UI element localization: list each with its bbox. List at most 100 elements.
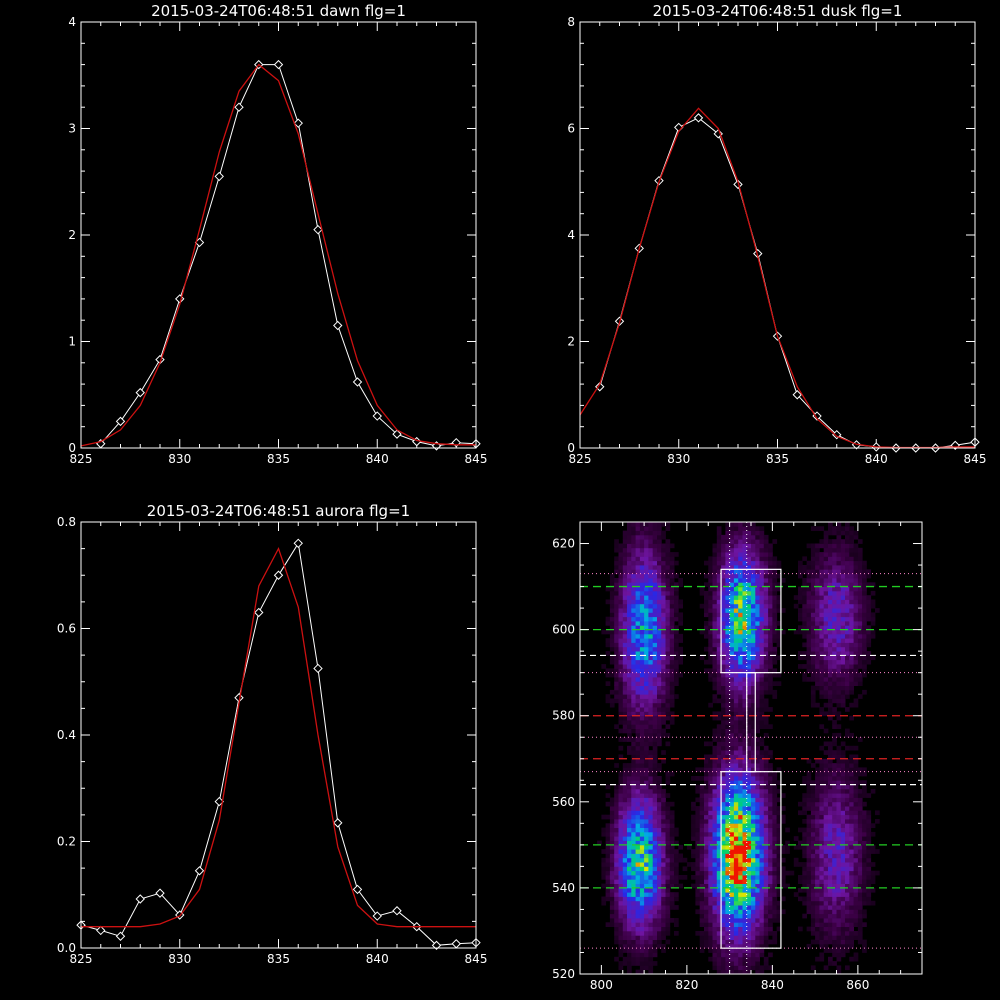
heatmap-cell xyxy=(652,745,658,751)
heatmap-cell xyxy=(686,844,692,850)
heatmap-cell xyxy=(609,586,615,592)
heatmap-cell xyxy=(708,806,713,811)
heatmap-cell xyxy=(622,763,628,768)
heatmap-cell xyxy=(699,844,705,850)
heatmap-cell xyxy=(815,599,820,605)
heatmap-cell xyxy=(742,698,748,704)
heatmap-cell xyxy=(661,875,666,880)
heatmap-cell xyxy=(763,677,769,682)
heatmap-cell xyxy=(866,629,872,635)
heatmap-cell xyxy=(738,681,743,686)
heatmap-cell xyxy=(657,715,662,721)
heatmap-cell xyxy=(742,590,748,596)
heatmap-cell xyxy=(840,939,846,945)
heatmap-cell xyxy=(845,827,850,833)
heatmap-cell xyxy=(746,793,752,798)
heatmap-cell xyxy=(669,866,675,872)
heatmap-cell xyxy=(738,547,743,553)
heatmap-cell xyxy=(836,793,842,798)
heatmap-cell xyxy=(823,870,829,876)
heatmap-cell xyxy=(695,887,701,893)
heatmap-cell xyxy=(840,642,846,648)
heatmap-cell xyxy=(755,763,760,768)
heatmap-cell xyxy=(627,913,632,919)
heatmap-cell xyxy=(605,849,611,854)
heatmap-cell xyxy=(759,595,765,600)
heatmap-cell xyxy=(657,599,662,605)
heatmap-cell xyxy=(661,879,666,884)
heatmap-cell xyxy=(627,836,632,841)
heatmap-cell xyxy=(840,651,846,656)
heatmap-cell xyxy=(738,883,743,889)
heatmap-cell xyxy=(665,642,671,648)
heatmap-cell xyxy=(631,862,636,867)
heatmap-cell xyxy=(614,939,619,945)
heatmap-cell xyxy=(742,780,748,785)
heatmap-cell xyxy=(802,625,807,630)
heatmap-cell xyxy=(631,608,636,613)
heatmap-cell xyxy=(751,547,756,553)
heatmap-cell xyxy=(648,715,654,721)
heatmap-cell xyxy=(708,866,713,872)
heatmap-cell xyxy=(802,616,807,622)
heatmap-cell xyxy=(789,870,795,876)
heatmap-cell xyxy=(721,857,726,863)
heatmap-cell xyxy=(857,616,863,622)
heatmap-cell xyxy=(704,827,709,833)
heatmap-cell xyxy=(857,578,863,583)
heatmap-cell xyxy=(725,771,731,777)
heatmap-cell xyxy=(635,806,641,811)
heatmap-cell xyxy=(652,909,658,915)
heatmap-cell xyxy=(639,823,645,828)
heatmap-cell xyxy=(763,758,769,764)
heatmap-cell xyxy=(836,586,842,592)
heatmap-cell xyxy=(746,836,752,841)
heatmap-cell xyxy=(866,866,872,872)
heatmap-cell xyxy=(763,664,769,669)
heatmap-cell xyxy=(742,948,748,953)
heatmap-cell xyxy=(614,651,619,656)
heatmap-cell xyxy=(674,582,679,587)
heatmap-cell xyxy=(862,831,867,837)
heatmap-cell xyxy=(627,685,632,691)
heatmap-cell xyxy=(819,552,825,557)
heatmap-cell xyxy=(721,892,726,897)
heatmap-cell xyxy=(763,823,769,828)
heatmap-cell xyxy=(828,530,833,536)
heatmap-cell xyxy=(657,586,662,592)
heatmap-cell xyxy=(751,905,756,910)
heatmap-cell xyxy=(657,918,662,923)
heatmap-cell xyxy=(746,672,752,678)
heatmap-cell xyxy=(840,853,846,859)
heatmap-cell xyxy=(708,621,713,626)
heatmap-cell xyxy=(627,922,632,927)
heatmap-cell xyxy=(699,922,705,927)
heatmap-cell xyxy=(674,931,679,936)
heatmap-cell xyxy=(725,539,731,544)
heatmap-cell xyxy=(806,668,812,674)
heatmap-cell xyxy=(652,711,658,717)
heatmap-cell xyxy=(699,935,705,940)
heatmap-cell xyxy=(845,672,850,678)
heatmap-cell xyxy=(755,543,760,549)
heatmap-cell xyxy=(716,857,722,863)
heatmap-cell xyxy=(768,801,773,807)
heatmap-cell xyxy=(644,573,649,579)
heatmap-cell xyxy=(678,633,683,639)
heatmap-cell xyxy=(605,784,611,790)
heatmap-cell xyxy=(798,569,803,575)
heatmap-cell xyxy=(712,552,718,557)
heatmap-cell xyxy=(639,556,645,562)
heatmap-cell xyxy=(644,831,649,837)
heatmap-cell xyxy=(725,547,731,553)
heatmap-cell xyxy=(802,612,807,618)
heatmap-cell xyxy=(772,887,778,893)
heatmap-cell xyxy=(721,763,726,768)
heatmap-cell xyxy=(657,724,662,729)
heatmap-cell xyxy=(862,612,867,618)
heatmap-cell xyxy=(845,883,850,889)
heatmap-cell xyxy=(802,913,807,919)
heatmap-cell xyxy=(738,909,743,915)
heatmap-cell xyxy=(622,702,628,708)
heatmap-cell xyxy=(622,677,628,682)
